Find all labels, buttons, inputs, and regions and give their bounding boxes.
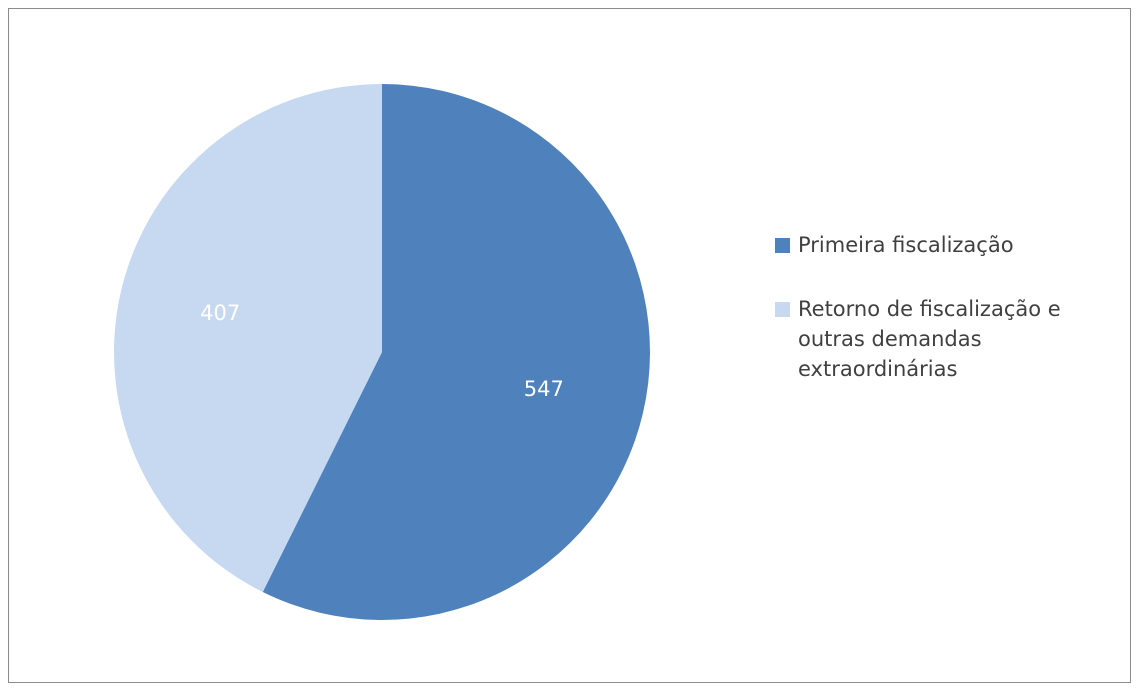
pie-slices bbox=[113, 83, 650, 621]
legend: Primeira fiscalização Retorno de fiscali… bbox=[775, 230, 1125, 418]
legend-label-primeira-fiscalizacao: Primeira fiscalização bbox=[798, 233, 1014, 257]
legend-item-retorno-de-fiscalizacao: Retorno de fiscalização e outras demanda… bbox=[775, 294, 1125, 384]
data-label-primeira-fiscalizacao: 547 bbox=[524, 377, 564, 401]
data-label-retorno-de-fiscalizacao: 407 bbox=[200, 301, 240, 325]
legend-swatch-retorno-de-fiscalizacao bbox=[775, 302, 790, 317]
legend-item-primeira-fiscalizacao: Primeira fiscalização bbox=[775, 230, 1125, 260]
pie-data-labels: 547 407 bbox=[200, 301, 564, 401]
pie-slice-primeira-fiscalizacao bbox=[262, 84, 650, 621]
legend-label-retorno-de-fiscalizacao: Retorno de fiscalização e outras demanda… bbox=[798, 297, 1061, 381]
legend-swatch-primeira-fiscalizacao bbox=[775, 238, 790, 253]
pie-slice-retorno-de-fiscalizacao bbox=[113, 83, 382, 593]
